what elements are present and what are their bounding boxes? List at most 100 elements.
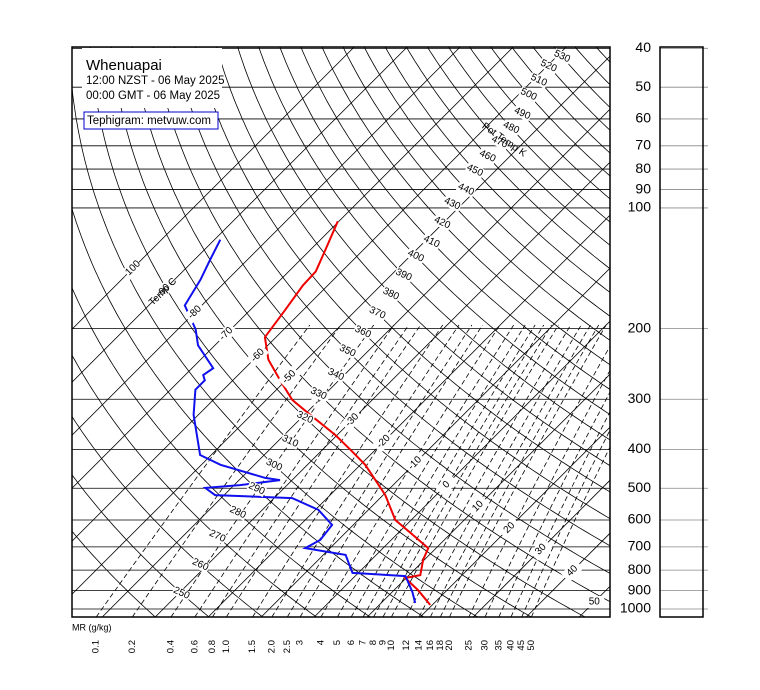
pressure-tick-label: 60 (635, 110, 651, 126)
mixing-ratio-label: 0.2 (127, 640, 138, 653)
label-backdrop (466, 495, 490, 518)
label-backdrop (171, 584, 192, 602)
isotherm (72, 47, 567, 542)
mixing-ratio-label: 18 (435, 640, 446, 651)
pressure-tick-label: 80 (635, 160, 651, 176)
chart-title: Whenuapai (86, 57, 162, 74)
label-backdrop (464, 162, 486, 179)
mixing-ratio-line (498, 391, 610, 617)
mixing-ratio-line (350, 324, 526, 617)
label-backdrop (584, 596, 605, 608)
pressure-tick-label: 70 (635, 136, 651, 152)
mixing-ratio-label: 3 (295, 640, 306, 645)
label-layer: 40 50 60 70 80 90 100 200 300 400 500 600 700 800 900 1… (91, 39, 708, 653)
isotherm (154, 161, 610, 617)
label-backdrop (227, 504, 249, 521)
pressure-tick-label: 1000 (620, 600, 651, 616)
label-backdrop (538, 57, 559, 75)
label-backdrop (352, 323, 374, 341)
label-backdrop (405, 247, 426, 265)
label-backdrop (279, 432, 301, 450)
mixing-ratio-line (271, 324, 460, 617)
mixing-ratio-label: 0.8 (207, 640, 218, 653)
isotherm (472, 479, 610, 617)
isotherm (72, 47, 355, 330)
pressure-tick-label: 100 (628, 199, 652, 215)
label-backdrop (441, 195, 463, 213)
dry-adiabat (72, 474, 210, 617)
label-backdrop (183, 301, 207, 324)
label-backdrop (393, 266, 414, 284)
mixing-ratio-label: 16 (425, 640, 436, 651)
label-backdrop (489, 133, 510, 151)
isotherm (366, 373, 610, 617)
mixing-ratio-label: 35 (493, 640, 504, 651)
dry-adiabat (511, 47, 610, 154)
source-label: Tephigram: metvuw.com (87, 115, 211, 127)
mixing-ratio-line (337, 324, 515, 617)
mixing-ratio-line (362, 324, 536, 617)
dry-adiabat (131, 47, 610, 603)
mixing-ratio-label: 8 (368, 640, 379, 645)
label-backdrop (498, 516, 521, 540)
label-backdrop (277, 365, 301, 389)
mixing-ratio-label: 1.0 (221, 640, 232, 653)
mixing-ratio-line (439, 324, 600, 617)
label-backdrop (263, 456, 285, 474)
mixing-ratio-line (252, 324, 444, 617)
label-backdrop (190, 556, 211, 574)
label-backdrop (477, 147, 498, 165)
label-backdrop (367, 304, 388, 322)
mixing-ratio-line (299, 324, 483, 617)
mixing-ratio-label: 2.5 (282, 640, 293, 653)
mixing-ratio-label: 30 (480, 640, 491, 651)
dry-adiabat (363, 47, 610, 317)
source-box (83, 111, 219, 130)
label-backdrop (325, 366, 347, 384)
pressure-tick-label: 800 (628, 561, 652, 577)
pressure-tick-label: 40 (635, 39, 651, 55)
dry-adiabat (258, 47, 610, 441)
sounding-line (183, 239, 417, 604)
plot-frame (71, 46, 611, 618)
label-backdrop (431, 214, 453, 232)
chart-subtitle: 12:00 NZST - 06 May 2025 (86, 75, 225, 87)
mixing-ratio-line (521, 429, 610, 617)
dry-adiabat (152, 47, 610, 574)
pressure-tick-label: 300 (628, 390, 652, 406)
dry-adiabat (72, 354, 317, 617)
dry-adiabat (384, 47, 610, 293)
mixing-ratio-line (382, 324, 552, 617)
pressure-tick-label: 900 (628, 581, 652, 597)
label-backdrop (511, 105, 533, 122)
mixing-ratio-line (131, 324, 342, 617)
dry-adiabat (321, 47, 610, 366)
mixing-ratio-label: 0.6 (189, 640, 200, 653)
dry-adiabat (174, 47, 610, 547)
dry-adiabat (72, 207, 425, 617)
label-backdrop (152, 279, 175, 303)
isotherm (313, 320, 610, 617)
label-backdrop (518, 86, 539, 103)
mixing-ratio-line (212, 324, 410, 617)
label-backdrop (551, 48, 573, 65)
isotherm (72, 47, 408, 383)
mixing-ratio-label: 7 (358, 640, 369, 645)
mixing-ratio-label: 5 (332, 640, 343, 645)
mixing-ratio-label: 40 (505, 640, 516, 651)
label-backdrop (372, 430, 395, 453)
mixing-ratio-label: 2.0 (266, 640, 277, 653)
mixing-ratio-label: 10 (386, 640, 397, 651)
mixing-ratio-line (484, 369, 610, 617)
mixing-ratio-line (468, 345, 610, 617)
label-backdrop (560, 559, 584, 583)
pressure-tick-label: 400 (628, 440, 652, 456)
mixing-ratio-label: 6 (346, 640, 357, 645)
chart-subtitle: 00:00 GMT - 06 May 2025 (86, 90, 220, 102)
label-backdrop (421, 233, 442, 251)
mixing-ratio-line (225, 324, 421, 617)
mixing-ratio-line (286, 324, 473, 617)
isotherm (207, 214, 610, 617)
mixing-ratio-label: 12 (401, 640, 412, 651)
